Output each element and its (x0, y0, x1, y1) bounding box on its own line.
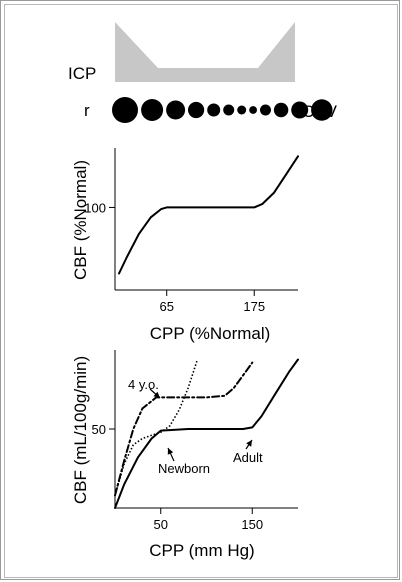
chart1-xlabel: CPP (%Normal) (150, 324, 271, 343)
chart2-ylabel: CBF (mL/100g/min) (71, 356, 90, 504)
series-label-newborn: Newborn (158, 461, 210, 476)
chart-cbf-ml: CBF (mL/100g/min) CPP (mm Hg) 50 150 50 4 y… (71, 350, 299, 560)
series-label-adult: Adult (233, 450, 263, 465)
vessel-circle (311, 99, 333, 121)
vessel-circle (291, 101, 309, 119)
series-line-4-y-o- (114, 361, 254, 497)
series-label-4-y-o-: 4 y.o. (128, 377, 159, 392)
vessel-circle (260, 104, 271, 116)
vessel-circle (188, 101, 205, 119)
series-line-main (118, 155, 299, 275)
vessel-circle (207, 103, 221, 117)
chart-cbf-percent-normal: CBF (%Normal) CPP (%Normal) 65 175 100 (71, 148, 299, 343)
cbv-label: CBV (302, 102, 338, 121)
y-tick-label: 50 (92, 422, 106, 437)
vessel-circles (112, 97, 333, 123)
vessel-circle (112, 97, 138, 123)
icp-notch (115, 22, 295, 68)
x-tick-label: 50 (154, 517, 168, 532)
vessel-circle (273, 102, 289, 118)
chart2-xlabel: CPP (mm Hg) (149, 541, 254, 560)
annotation-arrow-head (167, 448, 174, 455)
x-tick-label: 150 (241, 517, 263, 532)
vessel-circle (249, 106, 257, 114)
series-line-newborn (114, 359, 199, 496)
vessel-circle (237, 105, 247, 115)
chart1-ylabel: CBF (%Normal) (71, 160, 90, 280)
annotation-arrow-head (153, 391, 160, 398)
inner-frame (4, 4, 398, 578)
vessel-circle (166, 100, 186, 120)
series-line-adult (114, 358, 299, 509)
vessel-circle (141, 99, 164, 121)
x-tick-label: 175 (243, 299, 265, 314)
x-tick-label: 65 (159, 299, 173, 314)
y-tick-label: 100 (84, 200, 106, 215)
vessel-circle (223, 104, 235, 116)
r-label: r (84, 101, 90, 120)
icp-label: ICP (68, 64, 96, 83)
annotation-arrow-head (246, 440, 252, 447)
